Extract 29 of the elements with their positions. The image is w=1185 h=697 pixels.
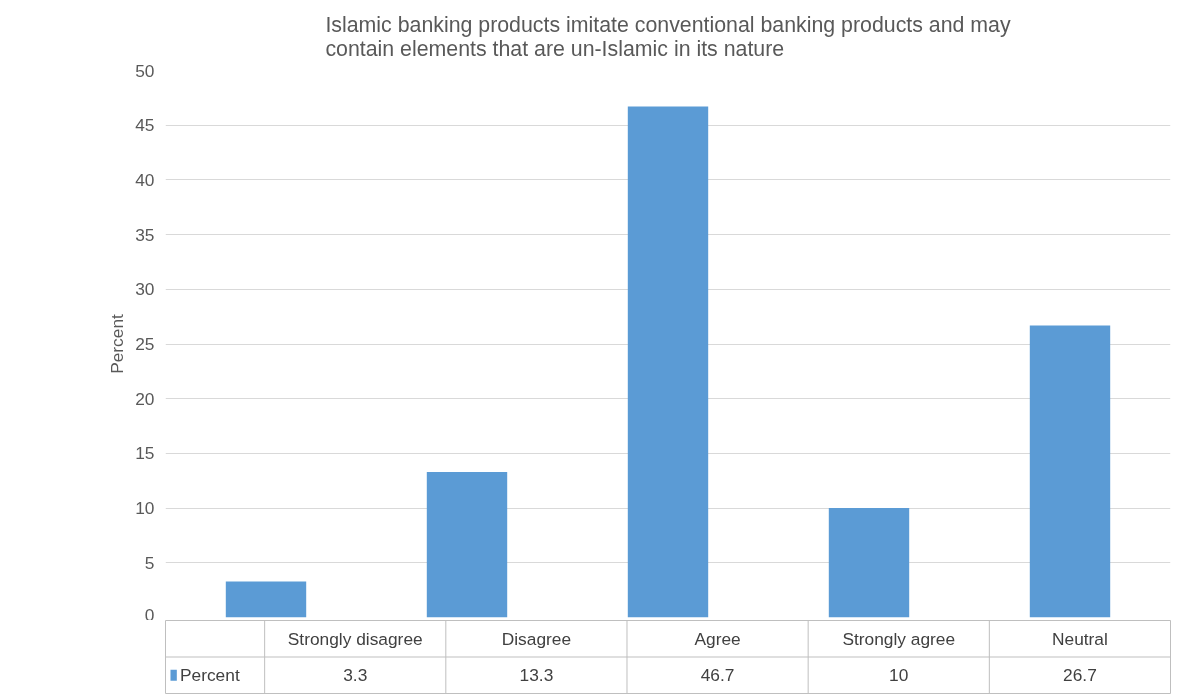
y-tick-label: 5 [144,552,155,573]
data-label: 26.7 [1063,665,1097,686]
bar [627,106,709,618]
chart-title: Islamic banking products imitate conventional banking products and may contain elements that are un-Islamic in its nature [325,12,1011,61]
y-tick-label: 30 [135,279,155,300]
y-tick-label: 0 [144,604,155,625]
data-label: 10 [889,665,909,686]
y-tick-label: 25 [135,334,155,354]
y-tick-label: 10 [135,498,155,519]
x-tick-label: Strongly disagree [287,628,423,649]
bar [1029,325,1111,618]
bar [426,472,508,618]
y-tick-label: 20 [135,388,155,409]
bar [225,581,307,618]
y-tick-label: 50 [135,60,155,81]
y-tick-label: 45 [135,115,155,136]
x-tick-label: Disagree [501,628,572,649]
bar [828,508,910,618]
data-label: 46.7 [700,665,735,686]
y-axis-title: Percent [107,313,128,374]
data-label: 13.3 [519,665,554,686]
x-tick-label: Agree [694,628,741,649]
y-tick-label: 35 [135,224,155,245]
y-tick-label: 15 [135,443,155,464]
x-tick-label: Strongly agree [842,628,956,649]
data-label: 3.3 [343,665,368,686]
x-tick-label: Neutral [1051,628,1108,649]
legend-label: Percent [179,665,240,686]
y-tick-label: 40 [135,169,155,190]
